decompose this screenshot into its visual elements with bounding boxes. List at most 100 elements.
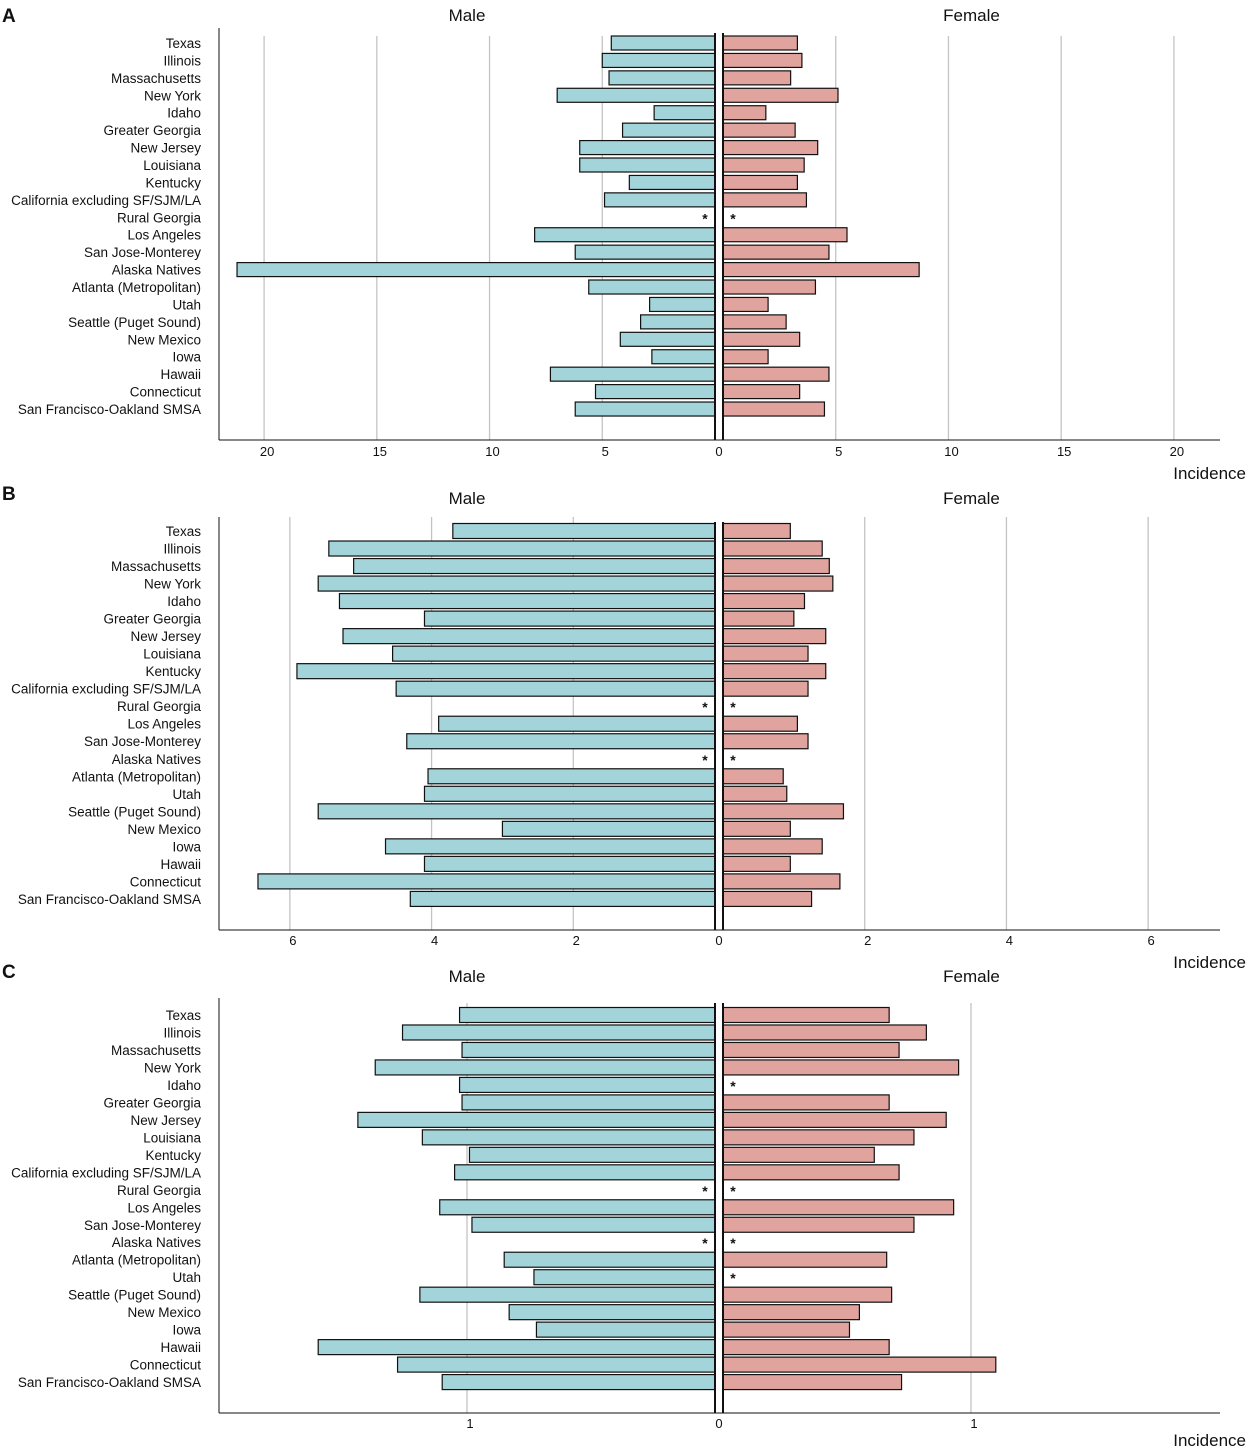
panel-c-male-bar bbox=[458, 1006, 716, 1024]
panel-a-tick-label: 15 bbox=[1057, 444, 1071, 459]
panel-b-female-bar bbox=[722, 680, 809, 697]
panel-c-male-missing-marker: * bbox=[702, 1235, 708, 1251]
panel-a-tick-label: 5 bbox=[602, 444, 609, 459]
panel-a-male-bar bbox=[574, 244, 716, 260]
panel-c-female-bar bbox=[722, 1094, 890, 1111]
panel-b-category-label: Alaska Natives bbox=[112, 752, 202, 767]
panel-b-category-label: California excluding SF/SJM/LA bbox=[11, 682, 201, 697]
panel-b-category-label: New Mexico bbox=[127, 822, 201, 837]
panel-a-female-bar bbox=[722, 261, 920, 278]
panel-c-male-bar bbox=[441, 1373, 716, 1391]
panel-a-category-label: Texas bbox=[166, 36, 202, 51]
panel-c-category-label: Louisiana bbox=[143, 1130, 201, 1145]
panel-b-female-bar bbox=[722, 785, 788, 802]
panel-c-female-bar bbox=[722, 1164, 900, 1181]
panel-b-tick-label: 6 bbox=[1148, 933, 1155, 948]
panel-a-female-bar bbox=[722, 139, 819, 156]
panel-b-category-label: Massachusetts bbox=[111, 559, 201, 574]
panel-b-male-bar bbox=[409, 890, 716, 908]
panel-b-male-bar bbox=[338, 592, 716, 610]
panel-a-male-bar bbox=[651, 349, 716, 365]
panel-c-female-bar bbox=[722, 1024, 927, 1041]
panel-b-male-bar bbox=[501, 820, 716, 837]
panel-a-female-bar bbox=[722, 227, 848, 243]
panel-c-category-label: Hawaii bbox=[160, 1340, 201, 1355]
panel-a-tick-label: 15 bbox=[373, 444, 387, 459]
panel-b-female-bar bbox=[722, 820, 791, 837]
panel-b-female-bar bbox=[722, 645, 809, 662]
panel-a-tick-label: 0 bbox=[715, 444, 722, 459]
panel-a-tick-label: 5 bbox=[835, 444, 842, 459]
panel-c-male-bar bbox=[454, 1164, 716, 1181]
panel-a-female-bar bbox=[722, 157, 805, 173]
panel-a-tick-label: 20 bbox=[260, 444, 274, 459]
panel-b-xlabel: Incidence bbox=[1173, 953, 1246, 972]
panel-a-male-bar bbox=[628, 174, 716, 191]
panel-c-female-bar bbox=[722, 1356, 997, 1373]
panel-c-category-label: Texas bbox=[166, 1008, 202, 1023]
panel-c-male-bar bbox=[535, 1321, 716, 1338]
panel-c-female-bar bbox=[722, 1339, 890, 1356]
panel-c-xlabel: Incidence bbox=[1173, 1431, 1246, 1450]
panel-b-category-label: Hawaii bbox=[160, 857, 201, 872]
panel-c-male-bar bbox=[508, 1304, 716, 1321]
panel-b-female-bar bbox=[722, 540, 823, 557]
panel-c-female-bar bbox=[722, 1146, 875, 1163]
panel-c-category-label: Kentucky bbox=[145, 1148, 201, 1163]
panel-b-female-bar bbox=[722, 803, 845, 820]
panel-b-letter: B bbox=[2, 484, 16, 505]
panel-b-male-bar bbox=[427, 768, 716, 785]
panel-b-female-bar bbox=[722, 610, 795, 627]
panel-c-male-bar bbox=[419, 1286, 716, 1303]
panel-b-female-bar bbox=[722, 557, 830, 575]
panel-b-male-bar bbox=[423, 785, 716, 802]
panel-b-male-missing-marker: * bbox=[702, 699, 708, 715]
panel-c-male-bar bbox=[357, 1111, 716, 1128]
panel-b-male-bar bbox=[257, 873, 716, 890]
panel-b-male-bar bbox=[438, 715, 716, 732]
panel-b-category-label: Atlanta (Metropolitan) bbox=[72, 769, 201, 784]
panel-a-male-missing-marker: * bbox=[702, 210, 708, 226]
panel-b-female-bar bbox=[722, 733, 809, 750]
panel-b-tick-label: 0 bbox=[715, 933, 722, 948]
panel-b-female-bar bbox=[722, 838, 823, 855]
panel-c-tick-label: 0 bbox=[715, 1416, 722, 1431]
panel-a-female-bar bbox=[722, 52, 803, 69]
panel-b-male-bar bbox=[406, 733, 716, 750]
panel-a-category-label: Louisiana bbox=[143, 158, 201, 173]
panel-a-category-label: Utah bbox=[172, 297, 201, 312]
panel-a-female-bar bbox=[722, 87, 839, 103]
panel-a-male-bar bbox=[579, 157, 716, 173]
panel-c-male-bar bbox=[439, 1199, 716, 1216]
panel-a-female-bar bbox=[722, 349, 769, 365]
panel-c-female-bar bbox=[722, 1059, 960, 1076]
panel-c-male-bar bbox=[503, 1251, 716, 1268]
panel-b-male-missing-marker: * bbox=[702, 752, 708, 768]
panel-a-female-bar bbox=[722, 279, 817, 295]
panel-a-category-label: Connecticut bbox=[130, 385, 202, 400]
panel-a-category-label: Idaho bbox=[167, 106, 201, 121]
panel-b-category-label: Rural Georgia bbox=[117, 699, 202, 714]
panel-b-category-label: Connecticut bbox=[130, 874, 202, 889]
panel-c-female-bar bbox=[722, 1199, 955, 1216]
panel-b-category-label: Utah bbox=[172, 787, 201, 802]
panel-b-category-label: Texas bbox=[166, 524, 202, 539]
panel-a-category-label: Iowa bbox=[172, 350, 201, 365]
panel-a-female-bar bbox=[722, 384, 801, 400]
panel-b-male-bar bbox=[342, 628, 716, 645]
panel-c-male-bar bbox=[468, 1146, 716, 1163]
panel-a-male-bar bbox=[601, 52, 716, 69]
panel-c-female-bar bbox=[722, 1321, 851, 1338]
panel-a-male-bar bbox=[534, 227, 716, 243]
panel-c-letter: C bbox=[2, 962, 16, 983]
panel-b-female-missing-marker: * bbox=[730, 752, 736, 768]
panel-a-male-bar bbox=[619, 331, 716, 347]
panel-a-female-bar bbox=[722, 366, 830, 382]
panel-b-male-bar bbox=[392, 645, 716, 662]
panel-a-category-label: New York bbox=[144, 88, 201, 103]
panel-c-male-bar bbox=[461, 1094, 716, 1111]
panel-a-male-bar bbox=[236, 261, 716, 278]
panel-c-category-label: Seattle (Puget Sound) bbox=[68, 1288, 201, 1303]
panel-a-category-label: Los Angeles bbox=[127, 228, 201, 243]
panel-b-tick-label: 4 bbox=[431, 933, 438, 948]
